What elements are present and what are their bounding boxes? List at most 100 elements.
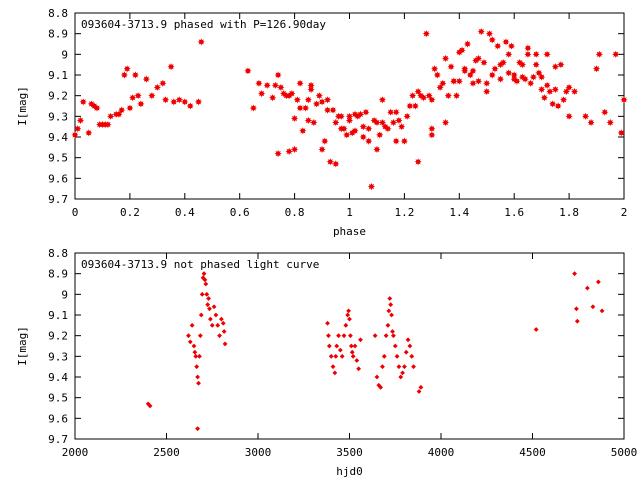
data-point bbox=[390, 329, 395, 334]
data-point bbox=[373, 145, 381, 153]
data-point bbox=[201, 271, 207, 277]
data-point bbox=[469, 67, 477, 75]
data-point bbox=[175, 96, 183, 104]
y-tick-label: 9.7 bbox=[48, 433, 68, 446]
data-point bbox=[315, 92, 323, 100]
data-point bbox=[590, 304, 596, 310]
x-axis-label: phase bbox=[333, 225, 366, 238]
data-point bbox=[524, 50, 532, 58]
data-point bbox=[347, 316, 352, 322]
data-point bbox=[383, 333, 389, 339]
data-point bbox=[255, 79, 263, 87]
x-tick-label: 1 bbox=[346, 206, 353, 219]
data-point bbox=[483, 87, 491, 96]
data-point bbox=[79, 98, 87, 106]
x-tick-label: 0.8 bbox=[285, 206, 305, 219]
data-point bbox=[207, 306, 212, 312]
data-point bbox=[378, 96, 387, 104]
data-point bbox=[198, 312, 204, 318]
data-point bbox=[356, 366, 362, 372]
data-point bbox=[365, 137, 373, 145]
data-point bbox=[543, 81, 551, 89]
data-point bbox=[557, 61, 565, 69]
data-point bbox=[307, 81, 315, 89]
data-point bbox=[595, 50, 603, 58]
data-point bbox=[330, 364, 336, 370]
data-point bbox=[378, 384, 384, 390]
data-point bbox=[345, 112, 354, 120]
data-point bbox=[93, 104, 101, 112]
data-point bbox=[304, 96, 312, 104]
x-tick-label: 0.2 bbox=[120, 206, 140, 219]
data-point bbox=[187, 339, 193, 345]
data-point bbox=[389, 118, 398, 127]
data-point bbox=[85, 129, 93, 137]
y-tick-label: 9.2 bbox=[48, 330, 68, 343]
data-point bbox=[386, 308, 392, 314]
data-point bbox=[572, 271, 577, 277]
data-point bbox=[402, 364, 407, 370]
data-point bbox=[365, 125, 373, 133]
y-axis-label: I[mag] bbox=[16, 86, 29, 126]
data-point bbox=[221, 329, 227, 334]
data-point bbox=[527, 79, 535, 87]
data-point bbox=[407, 343, 413, 349]
data-point bbox=[372, 333, 378, 339]
data-point bbox=[325, 320, 330, 326]
data-point bbox=[587, 118, 595, 127]
data-point bbox=[186, 102, 194, 110]
data-point bbox=[277, 83, 285, 91]
data-point bbox=[601, 108, 609, 116]
data-point bbox=[161, 96, 170, 104]
data-point bbox=[351, 127, 359, 135]
data-point bbox=[222, 341, 228, 347]
data-point bbox=[249, 104, 258, 112]
data-point bbox=[301, 104, 310, 112]
data-point bbox=[612, 50, 620, 58]
data-point bbox=[120, 71, 129, 79]
data-point bbox=[339, 353, 345, 359]
data-point bbox=[400, 137, 408, 145]
y-tick-label: 9.1 bbox=[48, 309, 68, 322]
data-point bbox=[71, 131, 79, 139]
data-point bbox=[204, 291, 210, 297]
data-point bbox=[570, 87, 579, 96]
data-point bbox=[388, 302, 394, 308]
data-point bbox=[403, 112, 411, 120]
data-point bbox=[205, 302, 211, 308]
data-point bbox=[529, 73, 538, 81]
data-point bbox=[483, 79, 491, 87]
data-point bbox=[153, 83, 161, 91]
data-point bbox=[428, 96, 436, 104]
data-point bbox=[510, 71, 518, 79]
data-point bbox=[521, 75, 529, 83]
data-point bbox=[356, 110, 365, 118]
data-point bbox=[441, 118, 450, 127]
data-point bbox=[439, 79, 447, 87]
data-point bbox=[474, 54, 483, 63]
data-point bbox=[474, 77, 483, 85]
x-tick-label: 0.6 bbox=[230, 206, 250, 219]
data-point bbox=[378, 118, 387, 127]
data-point bbox=[373, 118, 381, 127]
data-point bbox=[244, 67, 252, 75]
data-point bbox=[209, 322, 215, 328]
data-point bbox=[351, 110, 359, 118]
data-point bbox=[196, 380, 201, 386]
y-tick-label: 9.5 bbox=[48, 152, 68, 165]
data-point bbox=[195, 374, 201, 380]
data-point bbox=[505, 69, 513, 77]
y-tick-label: 9.3 bbox=[48, 110, 68, 123]
x-tick-label: 0 bbox=[72, 206, 79, 219]
y-tick-label: 9.4 bbox=[48, 131, 68, 144]
data-point bbox=[195, 426, 201, 432]
y-tick-label: 9 bbox=[61, 288, 68, 301]
data-point bbox=[387, 108, 395, 116]
data-point bbox=[392, 137, 400, 145]
data-point bbox=[258, 90, 266, 98]
data-point bbox=[274, 149, 282, 158]
data-point bbox=[326, 343, 332, 349]
data-point bbox=[480, 59, 488, 67]
data-point bbox=[346, 308, 351, 314]
